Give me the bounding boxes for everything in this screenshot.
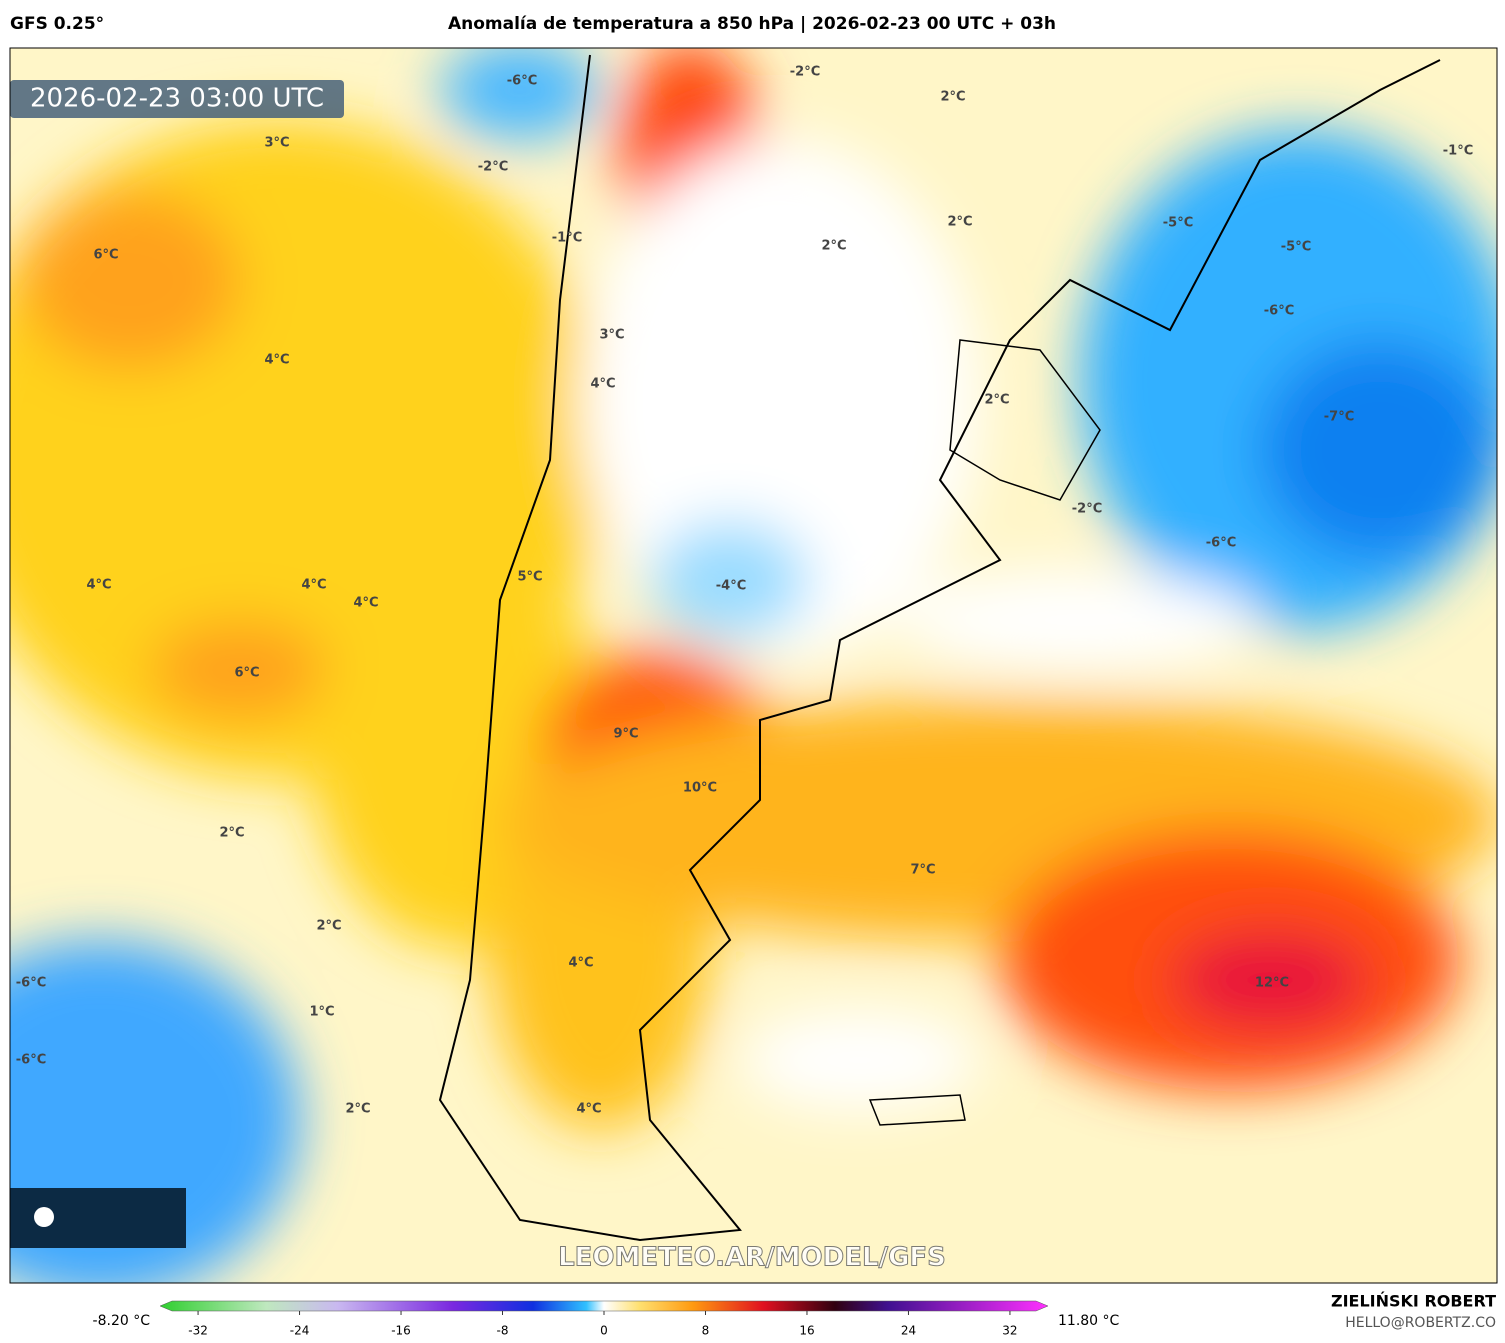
watermark: LEOMETEO.AR/MODEL/GFS — [558, 1243, 946, 1273]
contour-label: 1°C — [309, 1005, 334, 1020]
contour-label: -5°C — [1163, 216, 1193, 231]
contour-label: -6°C — [16, 976, 46, 991]
title: Anomalía de temperatura a 850 hPa | 2026… — [448, 14, 1056, 34]
colorbar-tick-label: 0 — [600, 1324, 608, 1338]
contour-label: -5°C — [1281, 240, 1311, 255]
contour-label: -2°C — [478, 160, 508, 175]
contour-label: -1°C — [1443, 144, 1473, 159]
contour-label: 3°C — [264, 136, 289, 151]
author: ZIELIŃSKI ROBERT — [1331, 1292, 1496, 1311]
contour-label: 4°C — [568, 956, 593, 971]
colorbar-tick-label: 32 — [1002, 1324, 1017, 1338]
timestamp: 2026-02-23 03:00 UTC — [30, 84, 324, 114]
colorbar-tick-label: 16 — [799, 1324, 814, 1338]
contour-label: -6°C — [1264, 304, 1294, 319]
contour-label: -2°C — [1072, 502, 1102, 517]
contour-label: 10°C — [683, 781, 717, 796]
contour-label: 12°C — [1255, 976, 1289, 991]
contour-label: 2°C — [947, 215, 972, 230]
colorbar-min: -8.20 °C — [93, 1313, 151, 1329]
contour-label: 2°C — [984, 393, 1009, 408]
contour-label: 4°C — [301, 578, 326, 593]
contour-label: 3°C — [599, 328, 624, 343]
colorbar-tick-label: -8 — [497, 1324, 509, 1338]
colorbar-tick-label: -32 — [188, 1324, 208, 1338]
contour-label: 9°C — [613, 727, 638, 742]
colorbar — [159, 1300, 1049, 1312]
contour-label: 2°C — [345, 1102, 370, 1117]
contour-label: -2°C — [790, 65, 820, 80]
contour-label: 2°C — [316, 919, 341, 934]
colorbar-tick-label: -16 — [391, 1324, 411, 1338]
contour-label: 4°C — [576, 1102, 601, 1117]
contour-label: 2°C — [219, 826, 244, 841]
contour-label: 2°C — [821, 239, 846, 254]
contour-label: 7°C — [910, 863, 935, 878]
contour-label: 4°C — [264, 353, 289, 368]
contour-label: -7°C — [1324, 410, 1354, 425]
logo-sun — [34, 1207, 54, 1227]
contour-label: 4°C — [590, 377, 615, 392]
contour-label: -1°C — [552, 231, 582, 246]
contour-label: -4°C — [716, 579, 746, 594]
contour-label: 2°C — [940, 90, 965, 105]
map: 2026-02-23 03:00 UTC LEOMETEO.AR/MODEL/G… — [10, 48, 1497, 1283]
contour-label: -6°C — [507, 74, 537, 89]
colorbar-tick-label: 24 — [901, 1324, 916, 1338]
contour-label: 6°C — [234, 666, 259, 681]
colorbar-tick-label: -24 — [290, 1324, 310, 1338]
contour-label: 6°C — [93, 248, 118, 263]
contour-label: 4°C — [86, 578, 111, 593]
email: HELLO@ROBERTZ.CO — [1345, 1315, 1496, 1331]
contour-label: -6°C — [1206, 536, 1236, 551]
model: GFS 0.25° — [10, 14, 104, 34]
colorbar-max: 11.80 °C — [1058, 1313, 1120, 1329]
contour-label: 4°C — [353, 596, 378, 611]
contour-label: 5°C — [517, 570, 542, 585]
contour-label: -6°C — [16, 1053, 46, 1068]
colorbar-tick-label: 8 — [702, 1324, 710, 1338]
